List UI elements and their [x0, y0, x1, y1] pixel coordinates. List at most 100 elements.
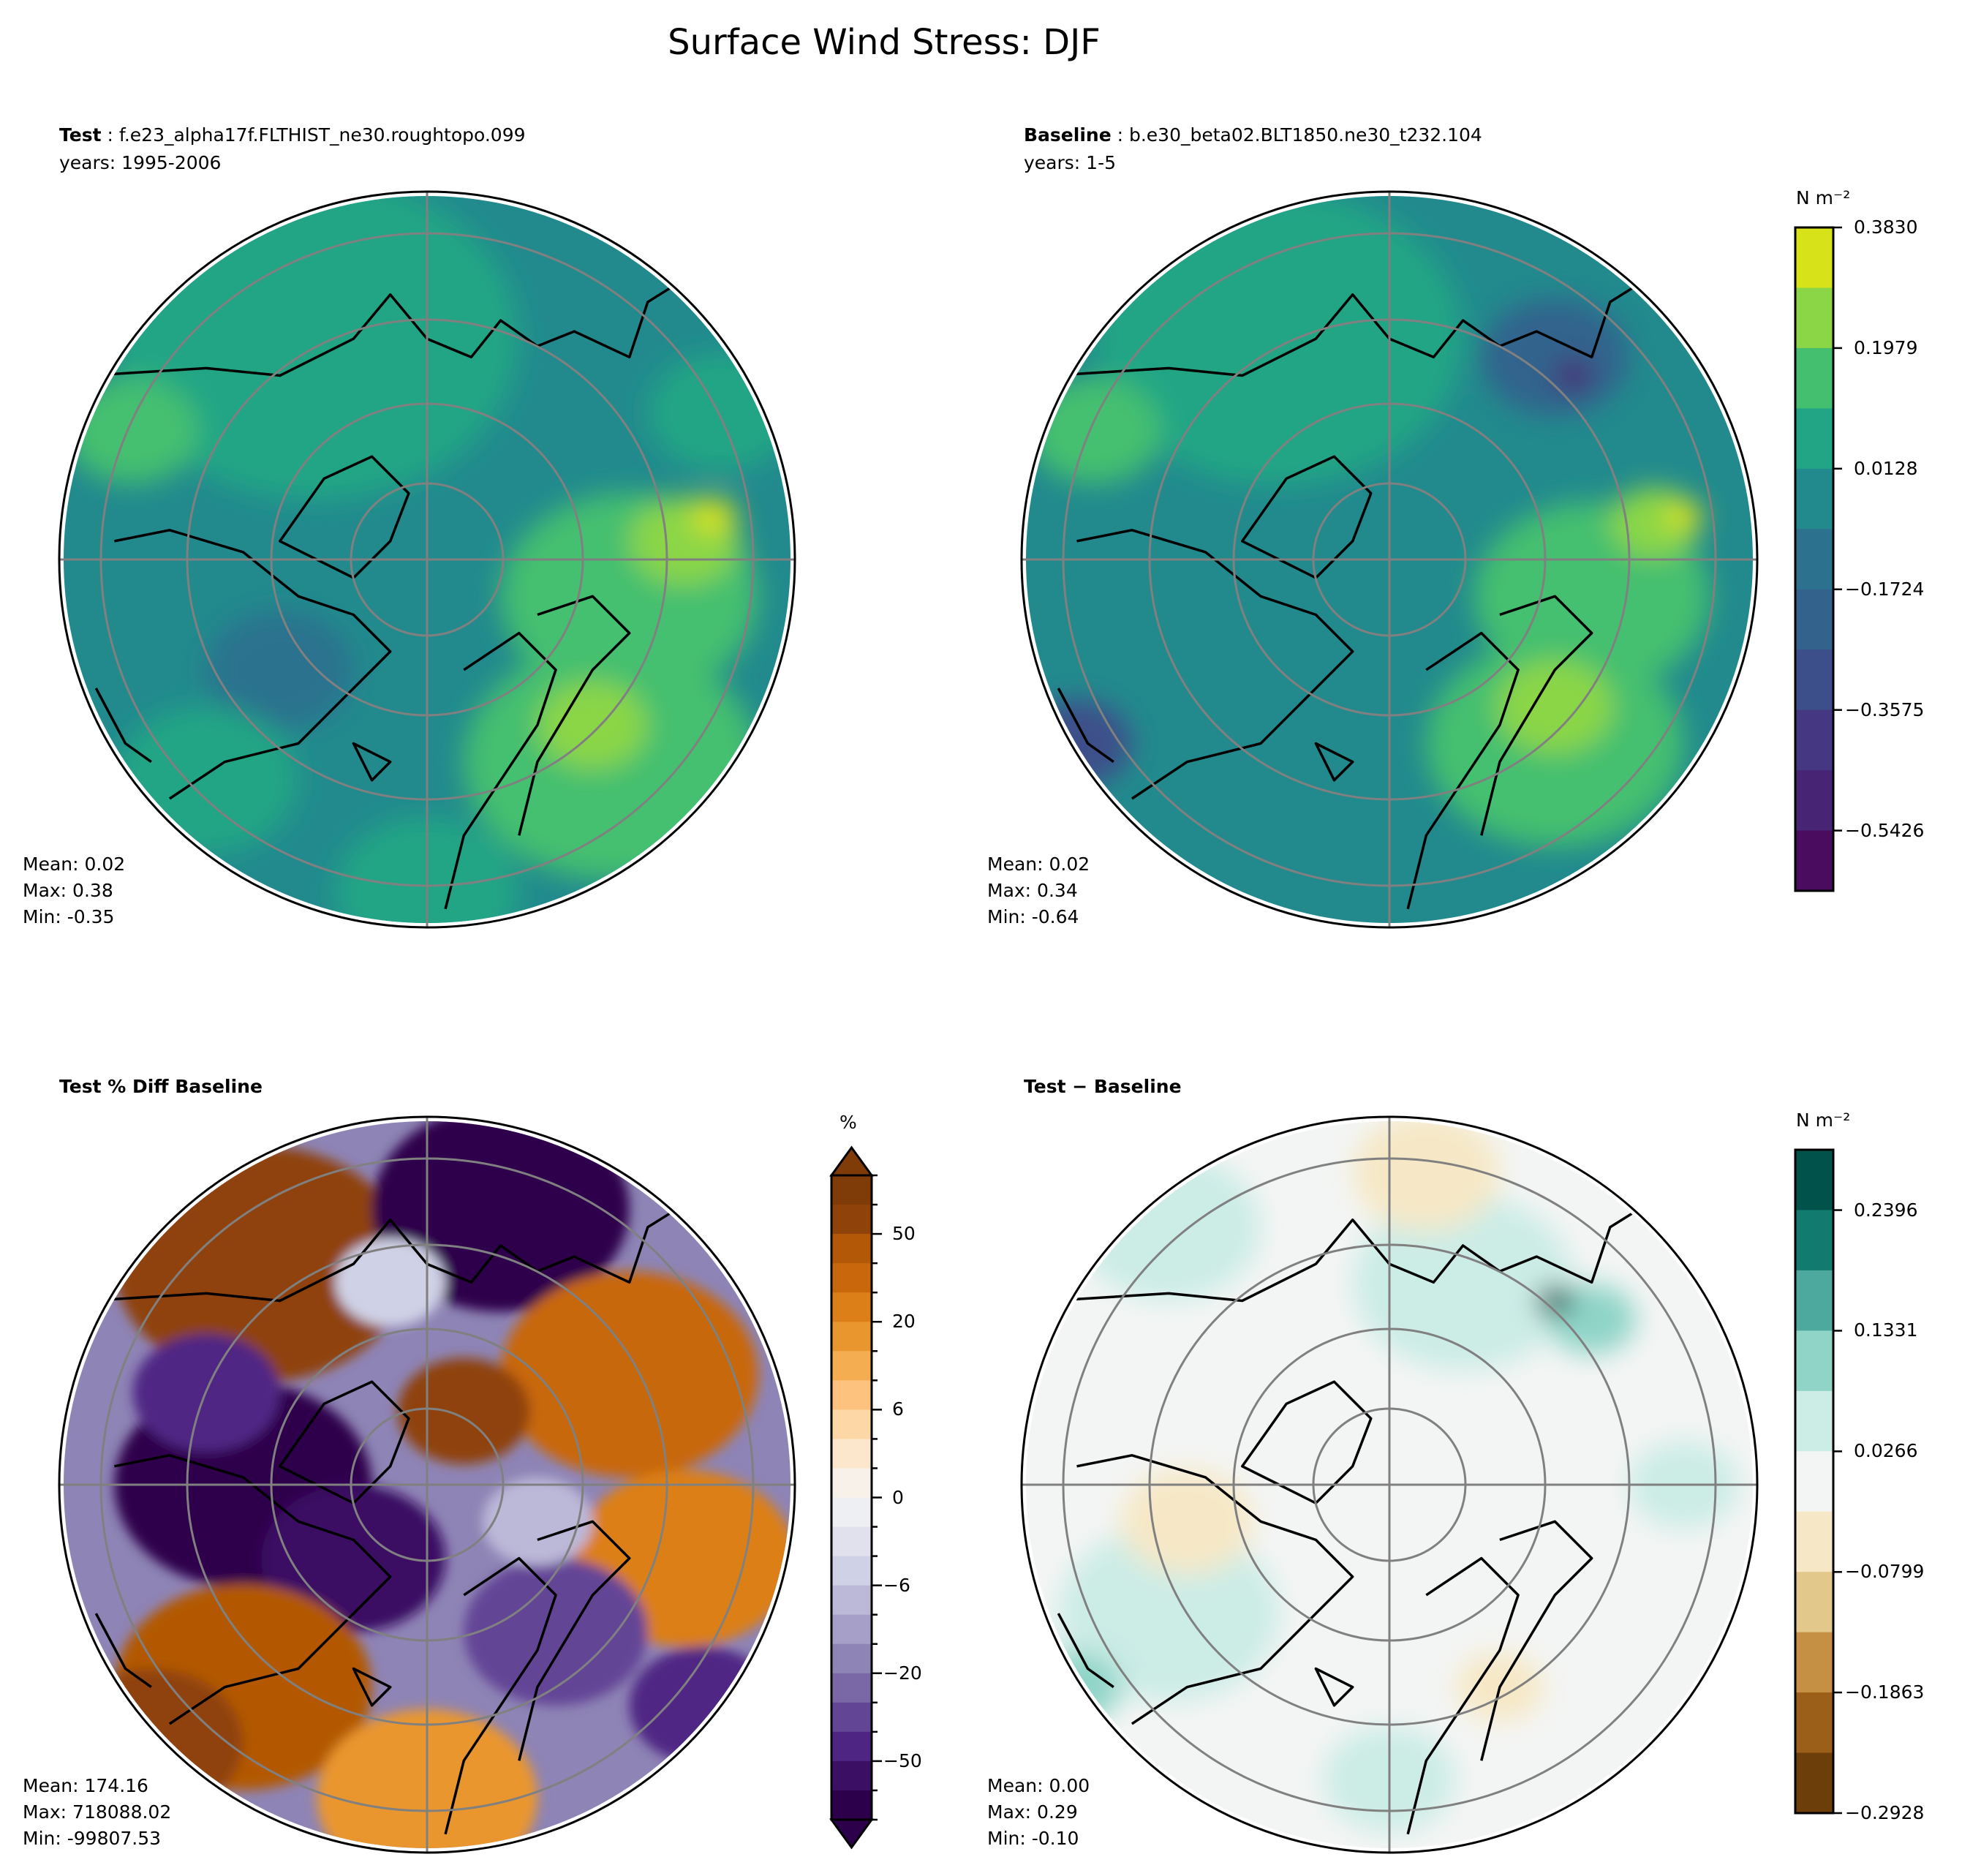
field-region	[397, 1357, 530, 1464]
pctdiff-panel-title: Test % Diff Baseline	[59, 1076, 263, 1097]
colorbar-band	[1795, 1451, 1833, 1513]
field-region	[67, 377, 200, 484]
field-region	[537, 680, 648, 769]
field-region	[464, 1558, 648, 1706]
colorbar-band	[1795, 1150, 1833, 1210]
colorbar-band	[831, 1790, 872, 1820]
colorbar-band	[831, 1351, 872, 1381]
field-region	[64, 1668, 244, 1816]
field-region	[1120, 1468, 1253, 1575]
field-region	[1095, 196, 1463, 486]
diff-map	[1020, 1115, 1759, 1854]
baseline-map	[1020, 190, 1759, 929]
field-region	[1481, 298, 1629, 416]
diff-max: Max: 0.29	[987, 1801, 1078, 1823]
colorbar-band	[1795, 1752, 1833, 1814]
coastline	[1406, 1556, 1520, 1835]
field-region	[1029, 377, 1162, 484]
colorbar-band	[1795, 770, 1833, 832]
coastline	[1241, 455, 1373, 579]
coastline	[88, 282, 678, 377]
colorbar-band	[831, 1175, 872, 1205]
field-region	[647, 353, 790, 472]
field-region	[1555, 361, 1592, 391]
pctdiff-map	[58, 1115, 796, 1854]
coastline	[1076, 1454, 1354, 1725]
map-boundary	[1020, 1115, 1759, 1854]
field-region	[1033, 1651, 1121, 1722]
colorbar-band	[831, 1614, 872, 1645]
colorbar-band	[831, 1292, 872, 1322]
coastline	[114, 1454, 392, 1725]
colorbar-difference	[1794, 1148, 1842, 1815]
baseline-mean: Mean: 0.02	[987, 854, 1090, 875]
colorbar-band	[1795, 227, 1833, 288]
coastline	[94, 688, 152, 764]
colorbar-band	[1795, 1511, 1833, 1572]
baseline-panel-title: Baseline : b.e30_beta02.BLT1850.ne30_t23…	[1024, 124, 1482, 173]
field-region	[1536, 1286, 1574, 1316]
colorbar-band	[1795, 1330, 1833, 1392]
colorbar-band	[1795, 649, 1833, 711]
colorbar-tick-label: −0.0799	[1845, 1561, 1925, 1583]
colorbar-band	[831, 1702, 872, 1733]
colorbar-diff-label: N m⁻²	[1796, 1110, 1851, 1131]
pctdiff-mean: Mean: 174.16	[23, 1775, 148, 1796]
test-min: Min: -0.35	[23, 906, 115, 927]
colorbar-band	[831, 1380, 872, 1410]
coastline	[1057, 688, 1114, 764]
field-region	[692, 497, 736, 533]
colorbar-top-label: N m⁻²	[1796, 187, 1851, 208]
colorbar-band	[831, 1760, 872, 1791]
colorbar-tick-label: 0.2396	[1854, 1199, 1918, 1221]
diff-field	[1026, 1121, 1753, 1848]
colorbar-tick-label: 0.1331	[1854, 1319, 1918, 1341]
baseline-min: Min: -0.64	[987, 906, 1079, 927]
map-boundary	[58, 190, 796, 929]
baseline-max: Max: 0.34	[987, 880, 1078, 901]
field-region	[482, 1477, 593, 1566]
colorbar-band	[1795, 709, 1833, 771]
colorbar-tick-label: 0.1979	[1854, 336, 1918, 358]
colorbar-pct-label: %	[839, 1112, 857, 1133]
test-label: Test	[59, 124, 102, 146]
colorbar-tick-label: −0.1863	[1845, 1681, 1925, 1703]
colorbar-band	[1795, 830, 1833, 892]
test-panel-title: Test : f.e23_alpha17f.FLTHIST_ne30.rough…	[59, 124, 526, 173]
diff-panel-title: Test − Baseline	[1024, 1076, 1182, 1097]
coastline	[352, 742, 392, 782]
colorbar-band	[1795, 589, 1833, 650]
colorbar-band	[1795, 1692, 1833, 1754]
colorbar-band	[831, 1205, 872, 1235]
pctdiff-max: Max: 718088.02	[23, 1801, 172, 1823]
coastline	[1051, 1208, 1640, 1303]
test-mean: Mean: 0.02	[23, 854, 126, 875]
map-boundary	[1020, 190, 1759, 929]
colorbar-extend-min	[829, 1818, 874, 1850]
colorbar-band	[1795, 1632, 1833, 1693]
coastline	[1406, 631, 1520, 910]
colorbar-band	[1795, 1210, 1833, 1271]
colorbar-outline	[1794, 226, 1835, 892]
colorbar-band	[1795, 347, 1833, 409]
pctdiff-min: Min: -99807.53	[23, 1828, 162, 1849]
colorbar-band	[1795, 468, 1833, 530]
coastline	[1051, 282, 1640, 377]
colorbar-band	[831, 1439, 872, 1469]
colorbar-band	[831, 1263, 872, 1293]
colorbar-band	[1795, 529, 1833, 590]
field-region	[261, 1485, 446, 1632]
colorbar-tick-label: −6	[883, 1574, 910, 1596]
diff-mean: Mean: 0.00	[987, 1775, 1090, 1796]
colorbar-band	[831, 1497, 872, 1528]
field-region	[1076, 1153, 1261, 1301]
colorbar-tick-label: 0	[892, 1486, 904, 1508]
field-region	[1352, 1194, 1574, 1371]
colorbar-band	[831, 1643, 872, 1674]
coastline	[444, 1556, 557, 1835]
coastline	[88, 1208, 678, 1303]
test-stats: Mean: 0.02 Max: 0.38 Min: -0.35	[23, 851, 125, 930]
colorbar-band	[831, 1468, 872, 1498]
colorbar-band	[1795, 287, 1833, 349]
